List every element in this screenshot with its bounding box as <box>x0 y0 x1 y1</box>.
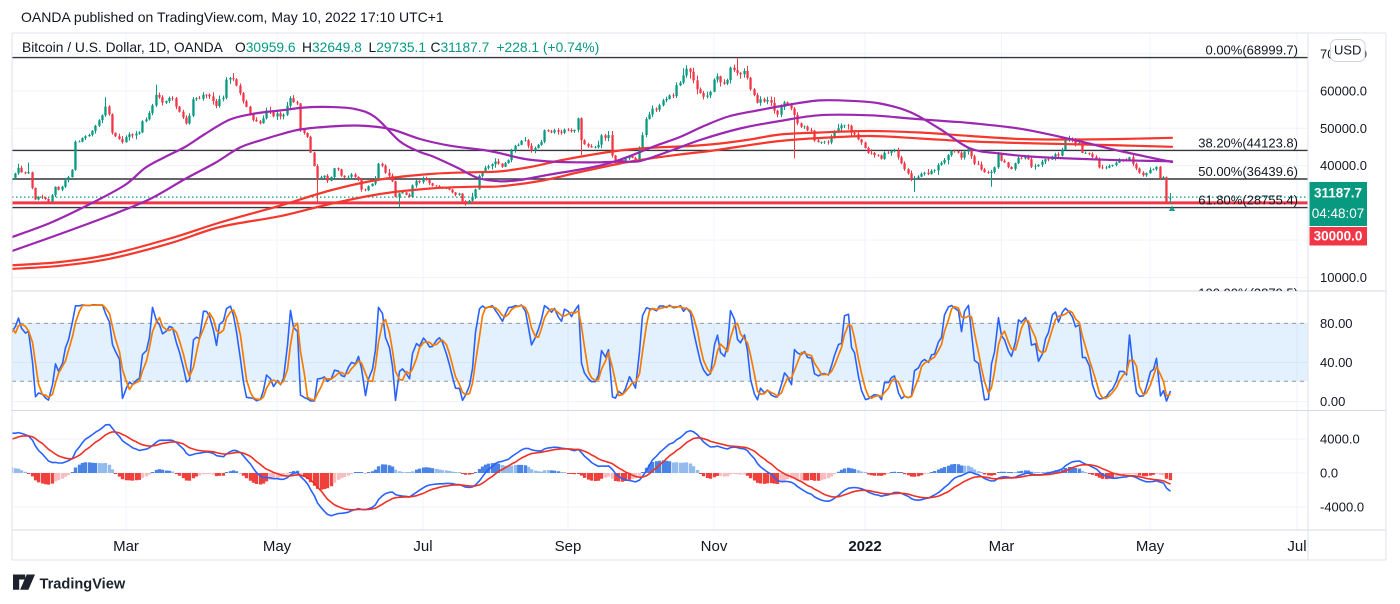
svg-text:10000.0: 10000.0 <box>1320 270 1367 285</box>
svg-text:2022: 2022 <box>848 538 881 555</box>
svg-text:04:48:07: 04:48:07 <box>1312 206 1365 221</box>
svg-text:-4000.0: -4000.0 <box>1320 500 1364 515</box>
svg-text:0.00: 0.00 <box>1320 394 1345 409</box>
svg-text:0.00%(68999.7): 0.00%(68999.7) <box>1205 43 1298 58</box>
svg-text:0.0: 0.0 <box>1320 466 1338 481</box>
svg-text:40000.0: 40000.0 <box>1320 158 1367 173</box>
svg-text:Bitcoin / U.S. Dollar, 1D, OAN: Bitcoin / U.S. Dollar, 1D, OANDA O30959.6… <box>22 40 599 55</box>
svg-text:USD: USD <box>1334 43 1361 58</box>
svg-text:Sep: Sep <box>555 538 582 555</box>
svg-text:TradingView: TradingView <box>40 577 126 593</box>
svg-text:80.00: 80.00 <box>1320 316 1353 331</box>
svg-text:Mar: Mar <box>113 538 139 555</box>
svg-text:May: May <box>1136 538 1165 555</box>
svg-text:Jul: Jul <box>413 538 432 555</box>
svg-text:60000.0: 60000.0 <box>1320 84 1367 99</box>
svg-text:Mar: Mar <box>989 538 1015 555</box>
svg-text:4000.0: 4000.0 <box>1320 432 1360 447</box>
svg-text:May: May <box>263 538 292 555</box>
svg-text:31187.7: 31187.7 <box>1314 186 1362 201</box>
svg-text:61.80%(28755.4): 61.80%(28755.4) <box>1198 193 1298 208</box>
svg-text:Jul: Jul <box>1287 538 1306 555</box>
svg-text:38.20%(44123.8): 38.20%(44123.8) <box>1198 135 1298 150</box>
svg-text:OANDA published on TradingView: OANDA published on TradingView.com, May … <box>21 9 444 25</box>
svg-text:50.00%(36439.6): 50.00%(36439.6) <box>1198 164 1298 179</box>
svg-text:Nov: Nov <box>701 538 728 555</box>
svg-text:50000.0: 50000.0 <box>1320 121 1367 136</box>
svg-text:40.00: 40.00 <box>1320 355 1353 370</box>
svg-text:30000.0: 30000.0 <box>1314 229 1363 244</box>
svg-text:100.00%(3879.5): 100.00%(3879.5) <box>1198 286 1298 301</box>
